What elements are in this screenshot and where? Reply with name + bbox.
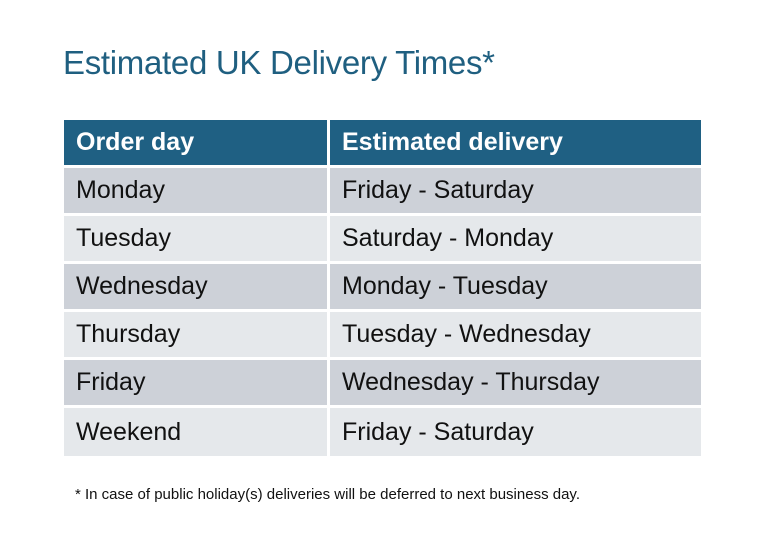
delivery-cell: Friday - Saturday <box>330 408 701 456</box>
delivery-cell: Friday - Saturday <box>330 168 701 213</box>
table-row: Weekend Friday - Saturday <box>64 408 701 456</box>
footnote: * In case of public holiday(s) deliverie… <box>75 486 580 503</box>
header-estimated-delivery: Estimated delivery <box>330 120 701 165</box>
table-row: Monday Friday - Saturday <box>64 168 701 213</box>
delivery-cell: Wednesday - Thursday <box>330 360 701 405</box>
header-order-day: Order day <box>64 120 327 165</box>
order-day-cell: Wednesday <box>64 264 327 309</box>
delivery-times-table: Order day Estimated delivery Monday Frid… <box>64 120 701 459</box>
table-row: Thursday Tuesday - Wednesday <box>64 312 701 357</box>
order-day-cell: Friday <box>64 360 327 405</box>
delivery-cell: Monday - Tuesday <box>330 264 701 309</box>
order-day-cell: Thursday <box>64 312 327 357</box>
page-title: Estimated UK Delivery Times* <box>63 44 495 81</box>
delivery-cell: Saturday - Monday <box>330 216 701 261</box>
order-day-cell: Weekend <box>64 408 327 456</box>
table-row: Wednesday Monday - Tuesday <box>64 264 701 309</box>
order-day-cell: Monday <box>64 168 327 213</box>
table-row: Friday Wednesday - Thursday <box>64 360 701 405</box>
order-day-cell: Tuesday <box>64 216 327 261</box>
delivery-cell: Tuesday - Wednesday <box>330 312 701 357</box>
table-row: Tuesday Saturday - Monday <box>64 216 701 261</box>
table-header-row: Order day Estimated delivery <box>64 120 701 165</box>
